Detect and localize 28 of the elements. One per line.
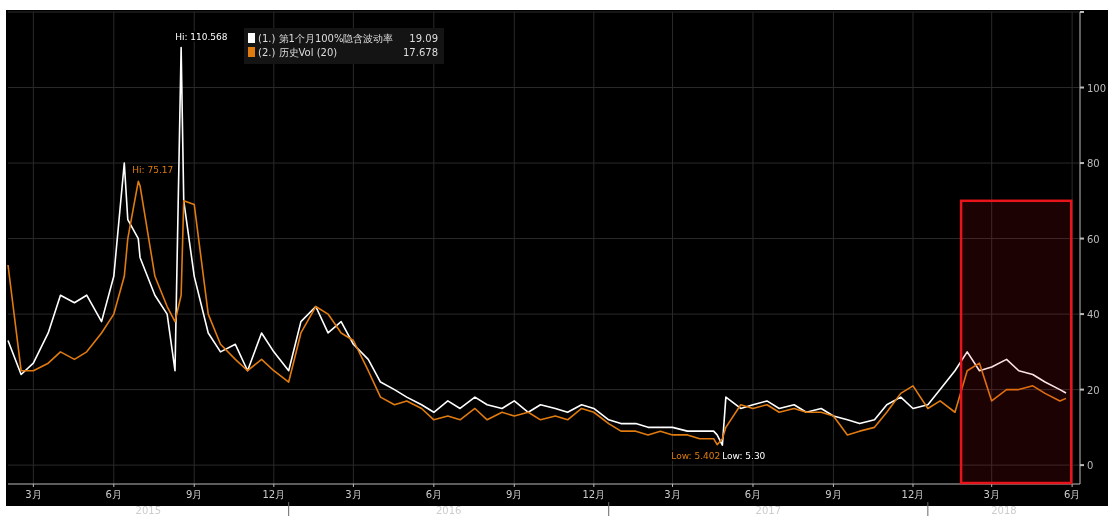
x-tick-label: 9月 <box>506 489 523 500</box>
x-tick-label: 3月 <box>983 489 1000 500</box>
x-tick-label: 3月 <box>664 489 681 500</box>
x-tick-label: 9月 <box>825 489 842 500</box>
y-tick-label: 60 <box>1087 233 1100 245</box>
annotation: Hi: 75.17 <box>132 165 174 176</box>
annotation: 19.09 <box>409 33 438 44</box>
x-tick-label: 6月 <box>1063 489 1081 500</box>
annotation: 17.678 <box>403 47 438 58</box>
x-tick-label: 9月 <box>186 489 203 500</box>
annotation: Low: 5.402 <box>671 450 721 461</box>
legend-label: (2.) 历史Vol (20) <box>258 47 338 58</box>
y-tick-label: 20 <box>1087 384 1100 396</box>
x-tick-label: 3月 <box>345 489 362 500</box>
x-tick-label: 12月 <box>901 489 925 500</box>
x-tick-label: 12月 <box>582 489 606 500</box>
x-tick-label: 12月 <box>262 489 286 500</box>
x-tick-label: 6月 <box>105 489 122 500</box>
x-tick-label: 6月 <box>425 489 443 500</box>
legend-label: (1.) 第1个月100%隐含波动率 <box>258 33 394 44</box>
annotation: Hi: 110.568 <box>175 31 228 42</box>
x-tick-label: 6月 <box>744 489 762 500</box>
y-tick-label: 0 <box>1087 460 1094 472</box>
x-tick-label: 3月 <box>25 489 42 500</box>
y-tick-label: 80 <box>1087 158 1100 170</box>
y-tick-label: 40 <box>1087 309 1100 321</box>
annotation: Low: 5.30 <box>722 451 766 462</box>
y-tick-label: 100 <box>1087 82 1107 94</box>
